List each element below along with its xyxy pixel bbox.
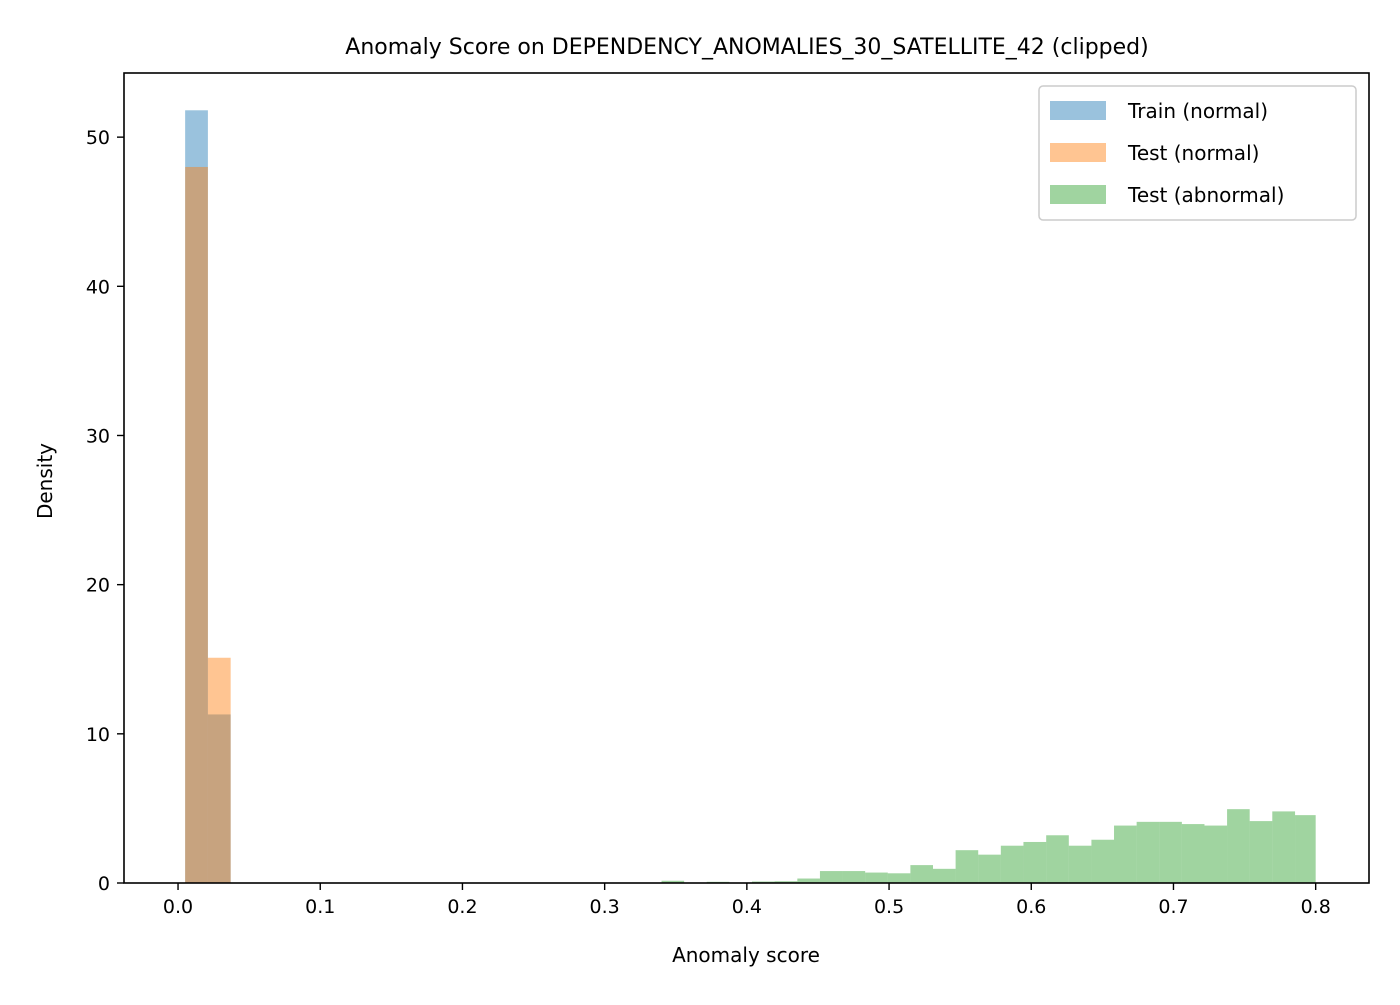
bar-series2-bin12 xyxy=(978,854,1001,883)
bar-series2-bin0 xyxy=(661,880,685,883)
legend: Train (normal) Test (normal) Test (abnorma… xyxy=(1038,85,1357,221)
bar-series2-bin7 xyxy=(865,872,888,883)
x-tick-label: 0.2 xyxy=(447,896,477,918)
bar-series2-bin10 xyxy=(933,868,956,883)
bar-series2-bin18 xyxy=(1114,825,1137,883)
x-tick-label: 0.7 xyxy=(1158,896,1188,918)
bar-series1-bin0 xyxy=(185,166,208,883)
bar-series2-bin22 xyxy=(1204,825,1228,883)
legend-swatch xyxy=(1050,143,1106,162)
x-tick-label: 0.4 xyxy=(732,896,762,918)
bar-series2-bin24 xyxy=(1249,821,1273,883)
bar-series2-bin26 xyxy=(1295,815,1316,883)
bar-series1-bin1 xyxy=(207,657,231,883)
x-tick-label: 0.1 xyxy=(305,896,335,918)
bar-series0-bin1 xyxy=(207,714,231,883)
y-tick-label: 10 xyxy=(86,724,110,746)
y-tick-label: 50 xyxy=(86,127,110,149)
x-tick-label: 0.0 xyxy=(163,896,193,918)
legend-swatch xyxy=(1050,101,1106,120)
legend-label: Test (normal) xyxy=(1127,141,1259,165)
bar-series2-bin4 xyxy=(797,878,820,883)
bar-series2-bin11 xyxy=(955,850,979,883)
bar-series2-bin3 xyxy=(774,881,798,883)
y-tick-label: 30 xyxy=(86,425,110,447)
y-axis-label: Density xyxy=(33,443,57,519)
bars-layer xyxy=(185,110,1316,883)
bar-series2-bin6 xyxy=(842,871,866,883)
bar-series2-bin25 xyxy=(1272,811,1296,883)
x-axis-ticks: 0.0 0.1 0.2 0.3 0.4 0.5 0.6 0.7 0.8 xyxy=(163,883,1331,918)
legend-items: Train (normal) Test (normal) Test (abnorma… xyxy=(1050,99,1284,207)
x-tick-label: 0.8 xyxy=(1301,896,1331,918)
bar-series2-bin19 xyxy=(1136,821,1160,883)
y-tick-label: 0 xyxy=(98,873,110,895)
legend-swatch xyxy=(1050,185,1106,204)
y-tick-label: 40 xyxy=(86,276,110,298)
x-axis-label: Anomaly score xyxy=(672,943,820,967)
bar-series2-bin20 xyxy=(1159,821,1182,883)
bar-series2-bin23 xyxy=(1227,809,1250,883)
bar-series2-bin14 xyxy=(1023,841,1047,883)
bar-series2-bin16 xyxy=(1068,845,1092,883)
x-tick-label: 0.5 xyxy=(874,896,904,918)
x-tick-label: 0.3 xyxy=(590,896,620,918)
bar-series2-bin13 xyxy=(1000,845,1024,883)
y-tick-label: 20 xyxy=(86,575,110,597)
y-axis-ticks: 0 10 20 30 40 50 xyxy=(86,127,124,895)
x-tick-label: 0.6 xyxy=(1016,896,1046,918)
legend-frame xyxy=(1038,85,1357,221)
legend-label: Test (abnormal) xyxy=(1127,183,1284,207)
bar-series0-bin0 xyxy=(185,110,208,883)
bar-series2-bin5 xyxy=(819,871,843,883)
bar-series2-bin15 xyxy=(1046,835,1069,883)
chart-title: Anomaly Score on DEPENDENCY_ANOMALIES_30… xyxy=(345,35,1148,60)
legend-label: Train (normal) xyxy=(1127,99,1268,123)
bar-series2-bin17 xyxy=(1091,839,1115,883)
bar-series2-bin9 xyxy=(910,865,934,883)
bar-series2-bin8 xyxy=(887,873,911,883)
bar-series2-bin21 xyxy=(1181,824,1205,883)
